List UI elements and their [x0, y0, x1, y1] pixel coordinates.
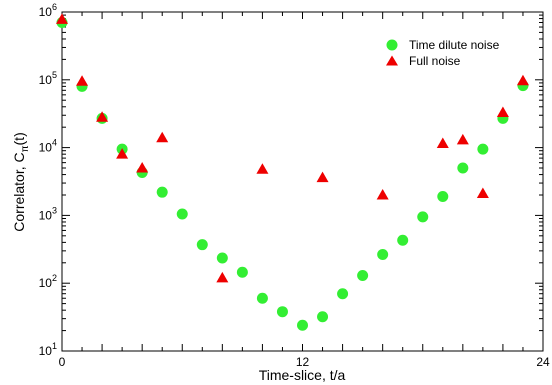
x-axis-title: Time-slice, t/a: [259, 367, 346, 383]
point-full-noise: [496, 106, 509, 117]
point-full-noise: [56, 13, 68, 24]
x-tick-label: 12: [296, 355, 310, 369]
point-time-dilute-noise: [276, 306, 288, 318]
point-full-noise: [76, 75, 89, 86]
point-time-dilute-noise: [297, 319, 308, 331]
point-full-noise: [376, 188, 389, 200]
point-time-dilute-noise: [337, 288, 349, 300]
legend-marker-full-noise: [386, 55, 398, 66]
point-full-noise: [516, 74, 529, 86]
point-time-dilute-noise: [397, 234, 409, 246]
point-time-dilute-noise: [357, 269, 369, 281]
point-time-dilute-noise: [196, 239, 208, 251]
point-time-dilute-noise: [176, 208, 188, 220]
tick-labels: 0 12 24 101 102 103 104 105 106: [39, 2, 550, 369]
point-full-noise: [96, 111, 109, 122]
y-tick-label: 106: [39, 2, 57, 19]
y-tick-label: 102: [39, 273, 57, 290]
x-tick-label: 0: [59, 355, 66, 369]
legend-label-full-noise: Full noise: [409, 54, 461, 68]
y-tick-label: 101: [39, 341, 57, 358]
point-time-dilute-noise: [477, 143, 489, 155]
y-tick-label: 103: [39, 205, 57, 222]
y-tick-label: 105: [39, 70, 57, 87]
point-full-noise: [156, 131, 169, 143]
point-time-dilute-noise: [377, 249, 389, 261]
point-time-dilute-noise: [156, 186, 168, 198]
point-full-noise: [316, 171, 329, 183]
point-time-dilute-noise: [236, 266, 248, 278]
point-full-noise: [436, 137, 449, 148]
x-tick-label: 24: [536, 355, 550, 369]
legend-label-time-dilute-noise: Time dilute noise: [409, 38, 500, 52]
legend-box: [372, 36, 532, 70]
point-time-dilute-noise: [417, 211, 429, 223]
point-time-dilute-noise: [457, 162, 469, 174]
point-time-dilute-noise: [256, 292, 268, 304]
point-full-noise: [216, 271, 229, 283]
point-full-noise: [256, 163, 269, 174]
point-time-dilute-noise: [317, 311, 329, 323]
point-time-dilute-noise: [216, 252, 228, 264]
point-time-dilute-noise: [437, 191, 449, 203]
y-tick-label: 104: [39, 138, 57, 155]
point-full-noise: [116, 148, 129, 159]
point-full-noise: [136, 162, 149, 173]
legend: Time dilute noise Full noise: [372, 36, 532, 70]
point-full-noise: [476, 187, 489, 199]
point-full-noise: [456, 133, 469, 145]
y-axis-title: Correlator, Cπ(t): [11, 132, 31, 231]
data-points: [56, 13, 529, 331]
legend-marker-time-dilute-noise: [386, 39, 398, 51]
